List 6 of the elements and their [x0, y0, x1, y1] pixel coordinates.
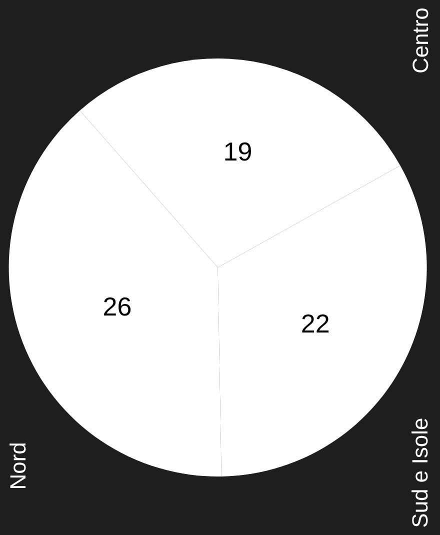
slice-label: Sud e Isole [408, 418, 433, 528]
data-label: 22 [300, 308, 330, 339]
slice-label: Nord [5, 442, 30, 490]
slice-label: Centro [408, 8, 433, 74]
data-label: 19 [223, 136, 252, 167]
data-label: 26 [102, 291, 132, 322]
